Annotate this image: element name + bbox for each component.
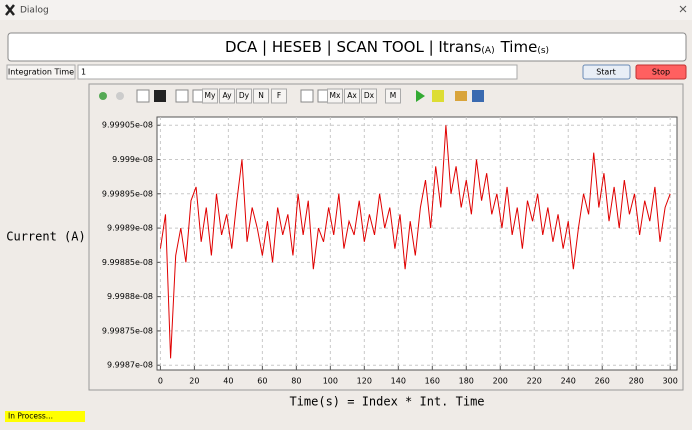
- x-tick-label: 120: [357, 377, 372, 386]
- y-tick-label: 9.99905e-08: [102, 121, 153, 130]
- x-tick-label: 200: [493, 377, 508, 386]
- stop-button[interactable]: [635, 64, 687, 80]
- app-icon: [5, 4, 15, 16]
- header-sub: (A): [481, 46, 494, 56]
- y-tick-label: 9.999e-08: [112, 155, 153, 164]
- y-tick-label: 9.99885e-08: [102, 258, 153, 267]
- x-axis-label: Time(s) = Index * Int. Time: [289, 395, 484, 409]
- bg-icon[interactable]: [154, 90, 166, 102]
- toolbar-label: N: [258, 91, 264, 100]
- toolbar-button[interactable]: [253, 88, 269, 104]
- x-tick-label: 60: [257, 377, 267, 386]
- x-tick-label: 100: [323, 377, 338, 386]
- x-tick-label: 0: [158, 377, 163, 386]
- stop-label: Stop: [652, 68, 670, 77]
- scale-icon[interactable]: [300, 89, 314, 103]
- y-tick-label: 9.9987e-08: [107, 361, 153, 370]
- header-sub: (s): [537, 46, 549, 56]
- x-tick-label: 220: [527, 377, 542, 386]
- toolbar-label: M: [390, 91, 396, 100]
- start-label: Start: [596, 68, 616, 77]
- toolbar-label: Dy: [239, 91, 250, 100]
- header-box: [7, 32, 687, 62]
- x-tick-label: 260: [595, 377, 610, 386]
- toolbar-button[interactable]: [236, 88, 252, 104]
- pause-icon[interactable]: [432, 90, 444, 102]
- toolbar-label: Ax: [347, 91, 357, 100]
- toolbar-label: Mx: [330, 91, 341, 100]
- toolbar-label: F: [277, 91, 281, 100]
- x-tick-label: 240: [561, 377, 576, 386]
- title-bar: [0, 0, 692, 20]
- scale-icon[interactable]: [175, 89, 189, 103]
- toolbar-label: My: [205, 91, 216, 100]
- toolbar-button[interactable]: [271, 88, 287, 104]
- integration-value: 1: [81, 68, 86, 77]
- integration-label-box: [6, 64, 76, 80]
- header-title: DCA | HESEB | SCAN TOOL | Itrans(A) Time(…: [225, 38, 549, 56]
- header-main: Time: [500, 38, 538, 56]
- toolbar-button[interactable]: [344, 88, 360, 104]
- y-tick-label: 9.99895e-08: [102, 189, 153, 198]
- toolbar-button[interactable]: [327, 88, 343, 104]
- grid-icon[interactable]: [136, 89, 150, 103]
- play-icon[interactable]: [416, 90, 425, 102]
- toolbar-button[interactable]: [219, 88, 235, 104]
- x-tick-label: 80: [291, 377, 301, 386]
- y-tick-label: 9.99875e-08: [102, 326, 153, 335]
- integration-label: Integration Time: [8, 68, 74, 77]
- x-tick-label: 300: [663, 377, 678, 386]
- window-title: Dialog: [20, 6, 49, 16]
- back-icon[interactable]: [99, 92, 107, 100]
- status-bar: [5, 411, 85, 422]
- toolbar-button[interactable]: [361, 88, 377, 104]
- toolbar-button[interactable]: [202, 88, 218, 104]
- x-tick-label: 20: [189, 377, 199, 386]
- data-line: [159, 125, 671, 359]
- close-button[interactable]: [679, 5, 687, 13]
- x-tick-label: 40: [223, 377, 233, 386]
- open-icon[interactable]: [455, 91, 467, 101]
- header-main: DCA | HESEB | SCAN TOOL | Itrans: [225, 38, 482, 56]
- integration-input[interactable]: [77, 64, 518, 80]
- y-axis-label: Current (A): [6, 230, 85, 244]
- y-tick-label: 9.9989e-08: [107, 224, 153, 233]
- x-tick-label: 180: [459, 377, 474, 386]
- toolbar-button[interactable]: [385, 88, 401, 104]
- x-tick-label: 280: [629, 377, 644, 386]
- x-tick-label: 140: [391, 377, 406, 386]
- save-icon[interactable]: [472, 90, 484, 102]
- start-button[interactable]: [582, 64, 631, 80]
- status-text: In Process...: [8, 412, 53, 421]
- toolbar-label: Dx: [364, 91, 375, 100]
- x-tick-label: 160: [425, 377, 440, 386]
- toolbar-label: Ay: [222, 91, 232, 100]
- y-tick-label: 9.9988e-08: [107, 292, 153, 301]
- forward-icon[interactable]: [116, 92, 124, 100]
